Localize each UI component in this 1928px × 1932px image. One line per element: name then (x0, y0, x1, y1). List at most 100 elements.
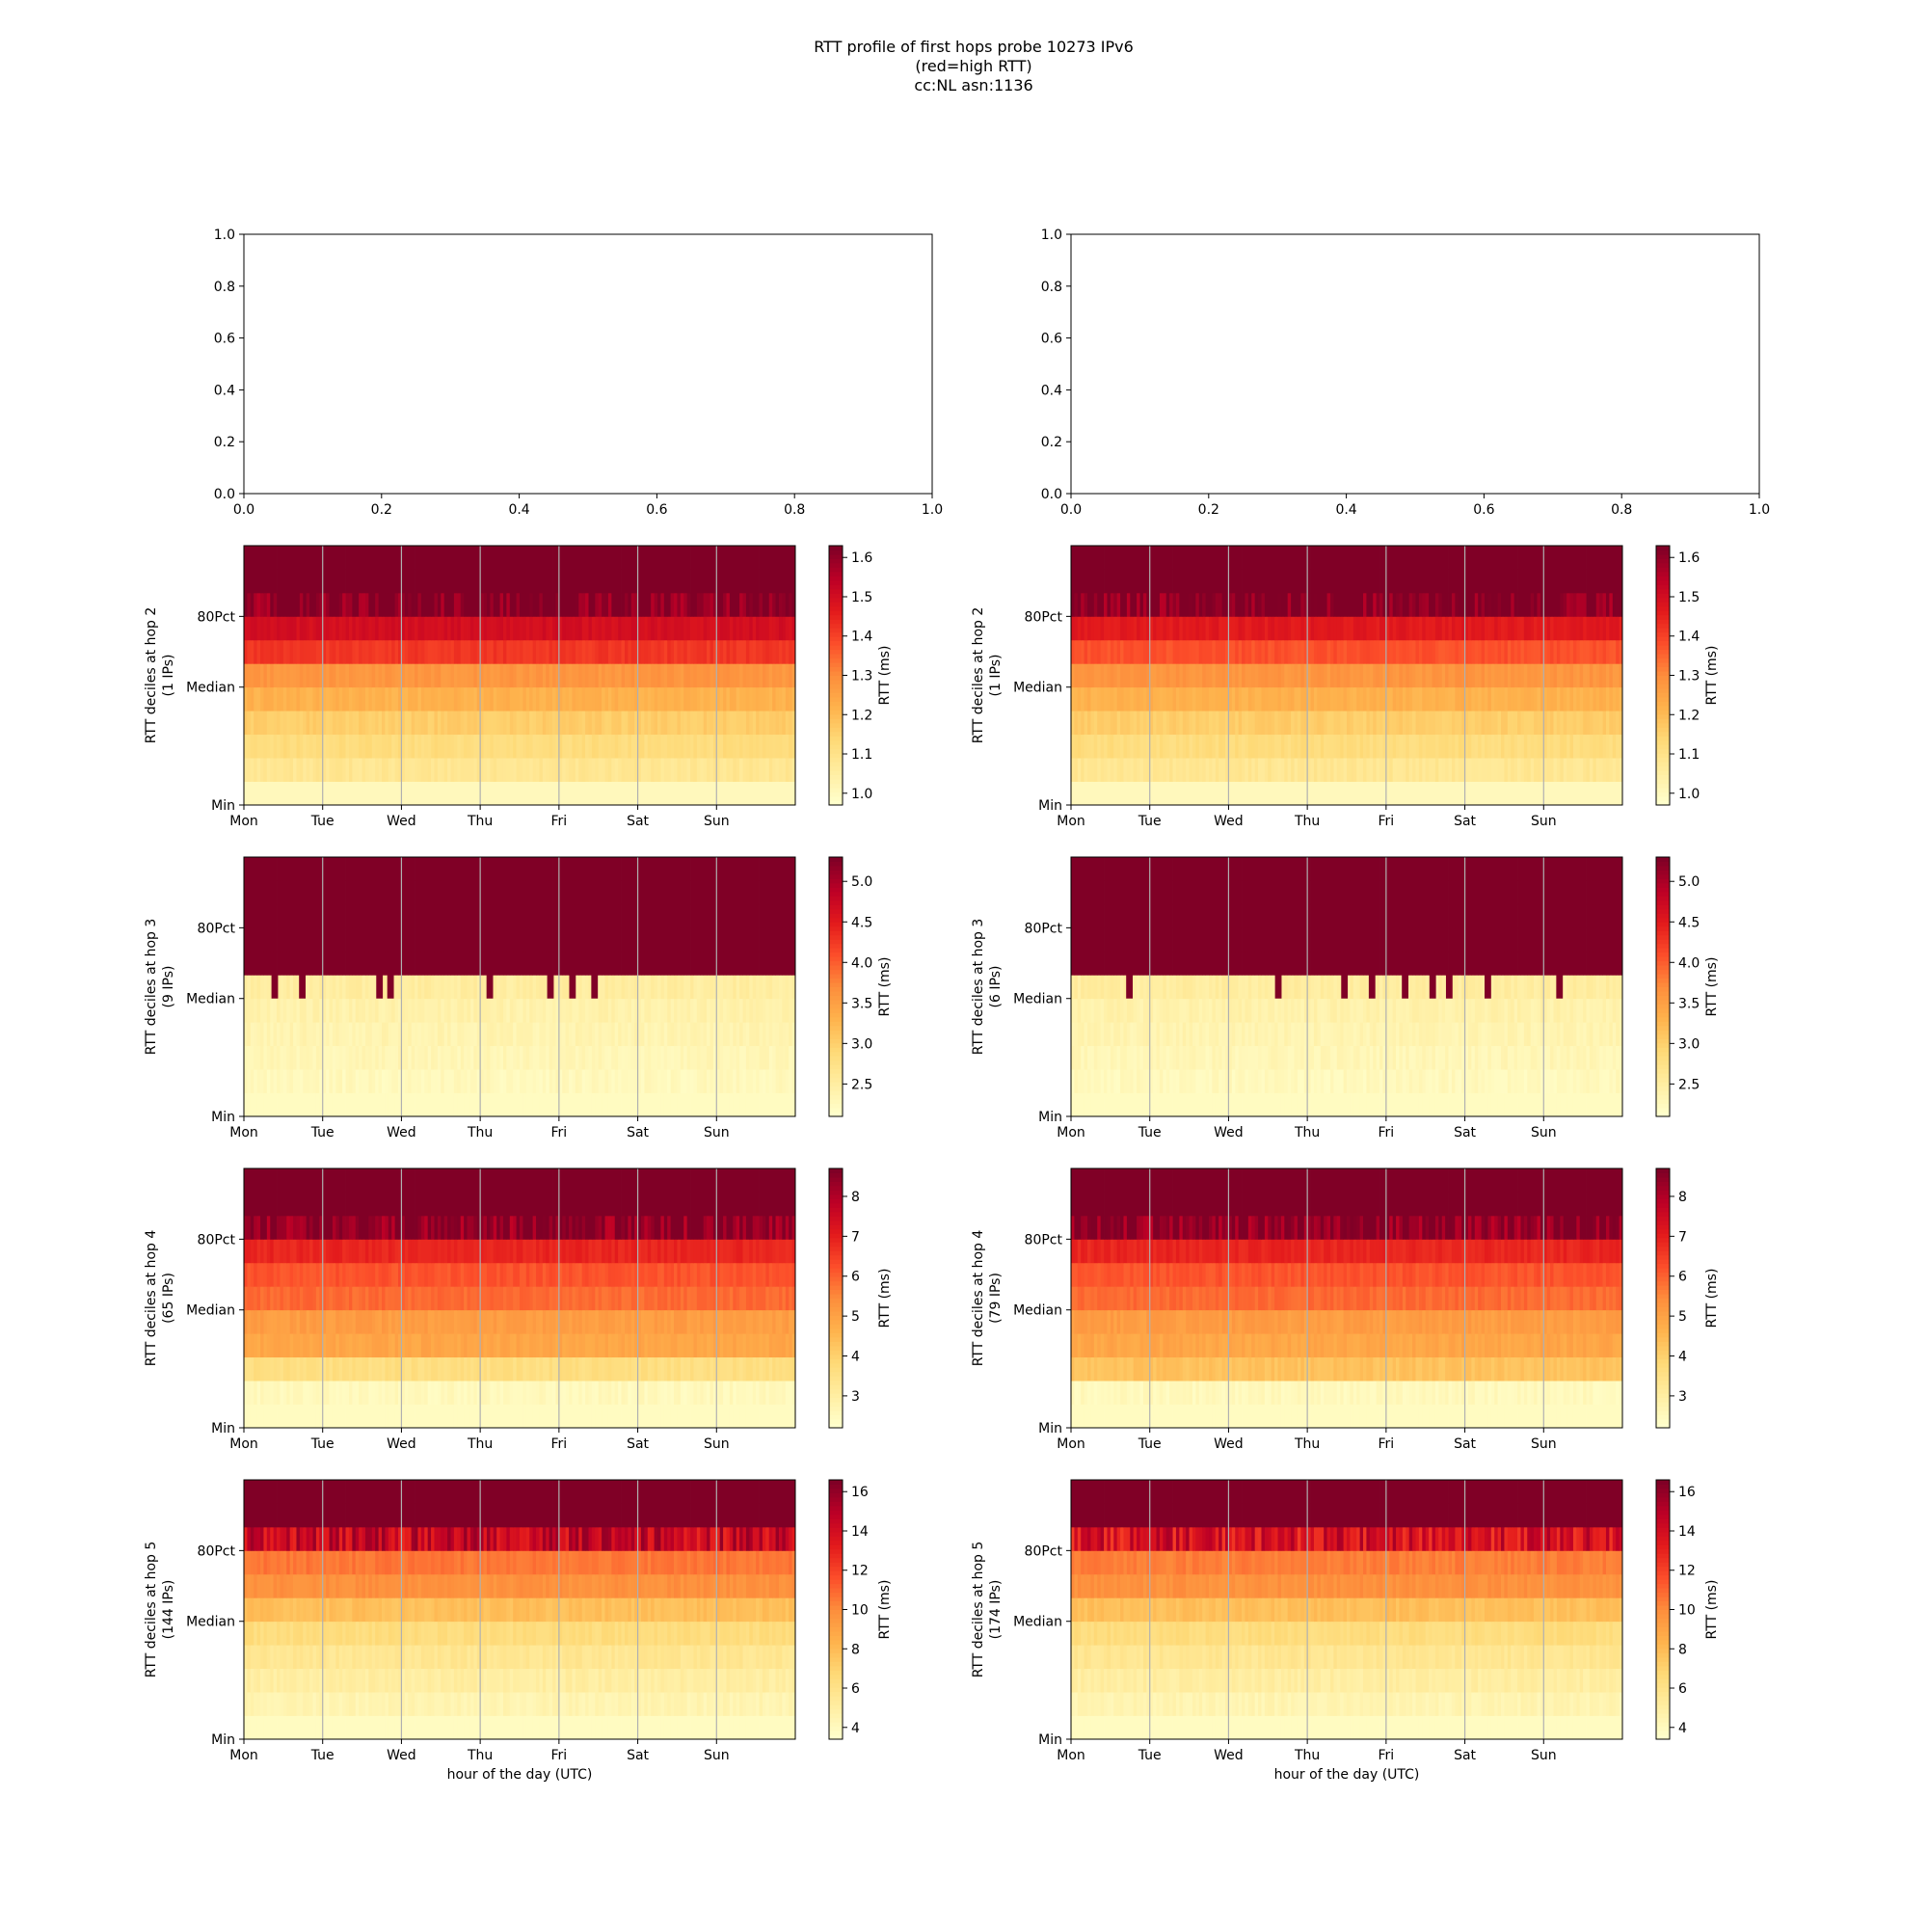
colorbar-segment (1656, 732, 1670, 737)
heatmap-cell (1566, 616, 1570, 640)
x-tick-label: 0.0 (1060, 502, 1082, 518)
heatmap-cell (1202, 569, 1206, 593)
heatmap-cell (451, 569, 455, 593)
heatmap-cell (710, 1093, 713, 1117)
colorbar-segment (1656, 584, 1670, 589)
heatmap-cell (300, 1022, 304, 1046)
heatmap-cell (382, 569, 386, 593)
heatmap-cell (618, 593, 622, 617)
heatmap-cell (1107, 569, 1111, 593)
heatmap-cell (412, 1046, 415, 1070)
heatmap-cell (1560, 735, 1564, 759)
heatmap-cell (1272, 663, 1275, 687)
heatmap-cell (520, 975, 523, 999)
heatmap-cell (1278, 593, 1282, 617)
heatmap-cell (263, 952, 267, 976)
heatmap-cell (533, 1022, 537, 1046)
heatmap-cell (522, 546, 526, 570)
heatmap-cell (428, 1046, 432, 1070)
heatmap-cell (1566, 569, 1570, 593)
colorbar-segment (829, 654, 843, 658)
heatmap-cell (1514, 782, 1518, 806)
heatmap-cell (405, 735, 409, 759)
heatmap-cell (1471, 593, 1475, 617)
heatmap-cell (674, 593, 678, 617)
heatmap-cell (1268, 593, 1272, 617)
heatmap-cell (789, 1069, 792, 1093)
colorbar-segment (829, 636, 843, 641)
heatmap-cell (1153, 663, 1157, 687)
heatmap-cell (330, 758, 334, 782)
heatmap-cell (1137, 593, 1140, 617)
heatmap-cell (772, 663, 776, 687)
heatmap-cell (487, 1022, 491, 1046)
heatmap-cell (618, 663, 622, 687)
heatmap-cell (589, 546, 593, 570)
heatmap-cell (307, 640, 310, 664)
heatmap-cell (602, 569, 605, 593)
x-tick-label: Tue (310, 814, 335, 829)
heatmap-cell (533, 782, 537, 806)
heatmap-cell (733, 640, 736, 664)
heatmap-cell (592, 782, 596, 806)
heatmap-cell (569, 663, 573, 687)
heatmap-cell (657, 616, 661, 640)
heatmap-cell (552, 758, 556, 782)
heatmap-cell (470, 546, 474, 570)
heatmap-cell (1570, 663, 1574, 687)
heatmap-cell (362, 1022, 366, 1046)
heatmap-cell (566, 546, 570, 570)
heatmap-cell (1160, 546, 1164, 570)
heatmap-cell (704, 687, 708, 711)
heatmap-cell (1232, 687, 1236, 711)
heatmap-cell (503, 758, 507, 782)
heatmap-cell (697, 546, 701, 570)
heatmap-cell (776, 975, 780, 999)
heatmap-cell (464, 616, 468, 640)
heatmap-cell (473, 1093, 477, 1117)
heatmap-cell (644, 593, 648, 617)
heatmap-cell (513, 1069, 517, 1093)
heatmap-cell (546, 546, 549, 570)
heatmap-cell (720, 782, 724, 806)
heatmap-cell (1426, 569, 1430, 593)
heatmap-cell (1206, 616, 1210, 640)
heatmap-cell (342, 975, 346, 999)
heatmap-cell (1399, 640, 1403, 664)
heatmap-cell (1445, 711, 1449, 735)
heatmap-cell (263, 758, 267, 782)
heatmap-cell (313, 663, 317, 687)
heatmap-cell (1482, 758, 1486, 782)
heatmap-cell (743, 999, 747, 1023)
heatmap-cell (441, 1069, 444, 1093)
heatmap-cell (1120, 616, 1124, 640)
heatmap-cell (464, 546, 468, 570)
heatmap-cell (1248, 546, 1252, 570)
heatmap-cell (1501, 687, 1505, 711)
heatmap-cell (1373, 687, 1377, 711)
y-tick-label: 0.6 (1041, 332, 1062, 347)
heatmap-cell (263, 975, 267, 999)
heatmap-cell (611, 663, 615, 687)
heatmap-cell (434, 999, 438, 1023)
heatmap-cell (1176, 640, 1180, 664)
heatmap-cell (756, 546, 760, 570)
heatmap-cell (1330, 758, 1334, 782)
heatmap-cell (372, 1093, 376, 1117)
heatmap-cell (569, 782, 573, 806)
heatmap-cell (522, 663, 526, 687)
heatmap-cell (368, 999, 372, 1023)
heatmap-cell (1373, 782, 1377, 806)
heatmap-cell (739, 687, 743, 711)
heatmap-cell (1613, 711, 1617, 735)
heatmap-cell (1202, 640, 1206, 664)
heatmap-cell (303, 687, 307, 711)
heatmap-cell (1596, 593, 1600, 617)
heatmap-cell (506, 782, 510, 806)
heatmap-cell (1321, 782, 1325, 806)
heatmap-cell (648, 1069, 652, 1093)
heatmap-cell (743, 1046, 747, 1070)
heatmap-cell (1593, 735, 1596, 759)
heatmap-cell (405, 711, 409, 735)
